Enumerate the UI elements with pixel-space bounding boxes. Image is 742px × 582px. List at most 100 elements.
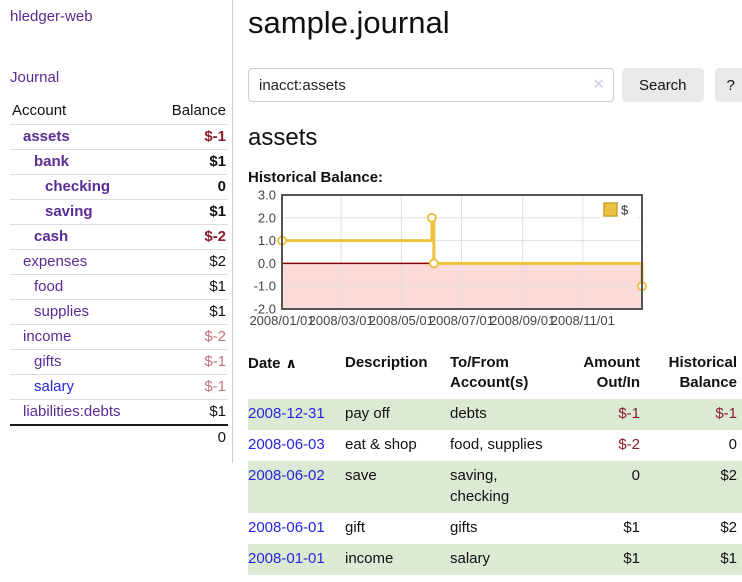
account-balance: $-2 bbox=[153, 224, 228, 250]
search-form: ✕ Search ? bbox=[248, 68, 742, 102]
x-axis-tick-label: 2008/07/01 bbox=[429, 313, 494, 328]
chart-title: Historical Balance: bbox=[248, 169, 384, 186]
brand-link[interactable]: hledger-web bbox=[10, 8, 93, 25]
account-row: bank $1 bbox=[10, 149, 228, 175]
account-cell: gifts bbox=[10, 349, 154, 375]
main-content: sample.journal ✕ Search ? assets Histori… bbox=[233, 0, 742, 575]
account-row: salary $-1 bbox=[10, 374, 228, 400]
register-header-balance: Historical Balance bbox=[668, 354, 737, 391]
account-link[interactable]: supplies bbox=[34, 303, 90, 320]
y-axis-tick-label: 1.0 bbox=[258, 233, 276, 248]
account-balance: 0 bbox=[153, 174, 228, 200]
account-link[interactable]: checking bbox=[45, 178, 111, 195]
x-axis-tick-label: 2008/01/01 bbox=[249, 313, 314, 328]
account-cell: bank bbox=[10, 149, 154, 175]
register-row: 2008-06-02 save saving, checking 0 $2 bbox=[248, 461, 742, 513]
data-point-marker bbox=[428, 258, 439, 269]
account-balance: $2 bbox=[153, 249, 228, 275]
account-balance: $-1 bbox=[153, 374, 228, 400]
amount-cell: $1 bbox=[623, 519, 640, 536]
amount-cell: $1 bbox=[623, 550, 640, 567]
account-row: income $-2 bbox=[10, 324, 228, 350]
account-cell: checking bbox=[10, 174, 154, 200]
x-axis-tick-label: 2008/09/01 bbox=[490, 313, 555, 328]
help-button[interactable]: ? bbox=[714, 68, 742, 102]
account-link[interactable]: expenses bbox=[23, 253, 88, 270]
accounts-total-row: 0 bbox=[10, 424, 228, 449]
balance-cell: $2 bbox=[720, 467, 737, 484]
account-link[interactable]: income bbox=[23, 328, 72, 345]
account-cell: salary bbox=[10, 374, 154, 400]
register-table: Date ∧ Description To/From Account(s) Amo… bbox=[248, 351, 742, 575]
register-row: 2008-12-31 pay off debts $-1 $-1 bbox=[248, 399, 742, 430]
register-row: 2008-01-01 income salary $1 $1 bbox=[248, 544, 742, 575]
date-cell: 2008-12-31 bbox=[248, 399, 345, 430]
description-cell: eat & shop bbox=[345, 436, 417, 453]
account-row: liabilities:debts $1 bbox=[10, 399, 228, 425]
y-axis-tick-label: -2.0 bbox=[254, 302, 276, 317]
account-link[interactable]: salary bbox=[34, 378, 75, 395]
account-link[interactable]: food bbox=[34, 278, 64, 295]
account-row: checking 0 bbox=[10, 174, 228, 200]
accounts-table: Account Balance assets $-1 bank $1 checking 0… bbox=[10, 99, 228, 449]
transaction-date-link[interactable]: 2008-06-02 bbox=[248, 467, 325, 484]
amount-cell: $-2 bbox=[618, 436, 640, 453]
page-title: sample.journal bbox=[248, 5, 450, 40]
transaction-date-link[interactable]: 2008-01-01 bbox=[248, 550, 325, 567]
historical-balance-chart[interactable]: $3.0 2.0 1.0 0.0 -1.0 -2.0 2008/01/01 2008/03/0… bbox=[248, 188, 742, 335]
account-link[interactable]: saving bbox=[45, 203, 93, 220]
account-cell: income bbox=[10, 324, 154, 350]
transaction-date-link[interactable]: 2008-12-31 bbox=[248, 405, 325, 422]
y-axis-tick-label: 2.0 bbox=[258, 210, 276, 225]
account-link[interactable]: gifts bbox=[34, 353, 62, 370]
sidebar: hledger-web Journal Account Balance asse… bbox=[0, 0, 233, 463]
sidebar-item-journal[interactable]: Journal bbox=[10, 69, 60, 86]
transaction-date-link[interactable]: 2008-06-01 bbox=[248, 519, 325, 536]
y-axis-tick-label: 0.0 bbox=[258, 256, 276, 271]
clear-search-icon[interactable]: ✕ bbox=[592, 76, 605, 93]
accounts-total-spacer bbox=[10, 424, 154, 449]
amount-cell: $-1 bbox=[618, 405, 640, 422]
search-input[interactable] bbox=[248, 68, 614, 102]
account-balance: $1 bbox=[153, 274, 228, 300]
transaction-date-link[interactable]: 2008-06-03 bbox=[248, 436, 325, 453]
description-cell: pay off bbox=[345, 405, 390, 422]
account-cell: assets bbox=[10, 124, 154, 150]
plot-border bbox=[281, 194, 643, 310]
accounts-cell: gifts bbox=[450, 519, 478, 536]
description-cell: gift bbox=[345, 519, 366, 536]
account-link[interactable]: assets bbox=[23, 128, 70, 145]
accounts-header-balance: Balance bbox=[171, 102, 226, 119]
account-row: assets $-1 bbox=[10, 124, 228, 150]
account-row: food $1 bbox=[10, 274, 228, 300]
register-header-date[interactable]: Date ∧ bbox=[248, 351, 345, 399]
accounts-header-account: Account bbox=[12, 102, 67, 119]
legend-label: $ bbox=[621, 203, 629, 218]
account-heading: assets bbox=[248, 124, 318, 151]
search-button[interactable]: Search bbox=[622, 68, 704, 102]
x-axis-tick-label: 2008/11/01 bbox=[551, 313, 615, 328]
account-balance: $-1 bbox=[153, 124, 228, 150]
balance-cell: $2 bbox=[720, 519, 737, 536]
x-axis-tick-label: 2008/05/01 bbox=[369, 313, 434, 328]
register-header-account: To/From Account(s) bbox=[450, 354, 529, 391]
register-header-row: Date ∧ Description To/From Account(s) Amo… bbox=[248, 351, 742, 399]
accounts-header-row: Account Balance bbox=[10, 99, 228, 125]
description-cell: income bbox=[345, 550, 394, 567]
balance-cell: 0 bbox=[728, 436, 737, 453]
account-link[interactable]: bank bbox=[34, 153, 70, 170]
search-box: ✕ bbox=[248, 68, 614, 102]
account-row: expenses $2 bbox=[10, 249, 228, 275]
y-axis-tick-label: -1.0 bbox=[254, 279, 276, 294]
chart-svg: $3.0 2.0 1.0 0.0 -1.0 -2.02008/01/012008/03/0… bbox=[249, 188, 647, 328]
account-cell: saving bbox=[10, 199, 154, 225]
account-link[interactable]: liabilities:debts bbox=[23, 403, 121, 420]
account-link[interactable]: cash bbox=[34, 228, 69, 245]
date-cell: 2008-06-01 bbox=[248, 513, 345, 544]
balance-cell: $1 bbox=[720, 550, 737, 567]
data-point-marker bbox=[426, 212, 437, 223]
account-balance: $-2 bbox=[153, 324, 228, 350]
register-header-amount: Amount Out/In bbox=[583, 354, 640, 391]
accounts-cell: saving, checking bbox=[450, 467, 510, 505]
account-balance: $-1 bbox=[153, 349, 228, 375]
